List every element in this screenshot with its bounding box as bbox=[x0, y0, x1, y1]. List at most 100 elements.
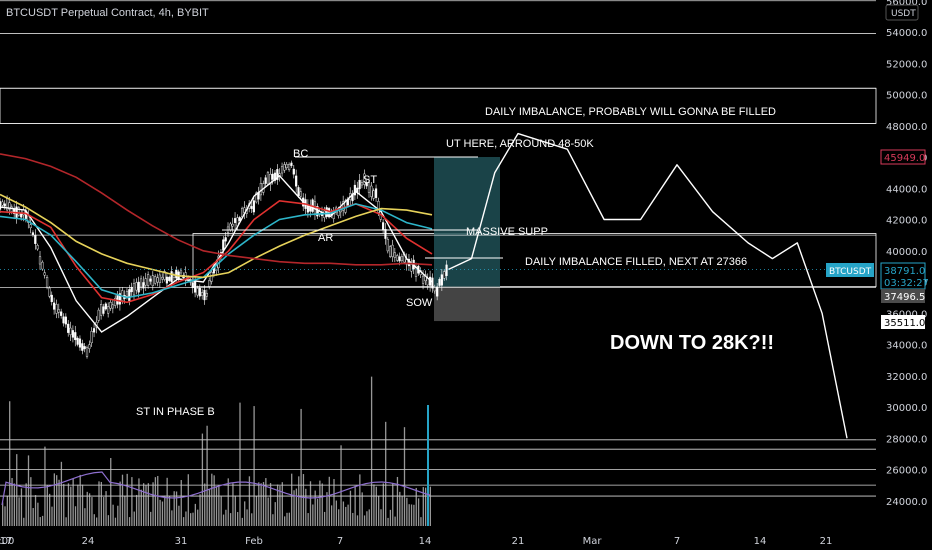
volume-bar bbox=[288, 512, 290, 526]
candle-body bbox=[431, 277, 434, 289]
candle-body bbox=[168, 276, 171, 281]
volume-bar bbox=[272, 514, 274, 526]
annotation-layer: BC ST AR SOW ST IN PHASE B UT HERE, ARRO… bbox=[136, 106, 776, 418]
price-tick-label: 34000.0 bbox=[886, 341, 927, 352]
sow-label: SOW bbox=[406, 297, 433, 309]
volume-bar bbox=[44, 446, 46, 526]
candle-body bbox=[231, 223, 234, 227]
candle-body bbox=[438, 279, 441, 286]
candle-body bbox=[405, 259, 408, 265]
candle-body bbox=[421, 275, 425, 284]
volume-bar bbox=[164, 495, 166, 526]
volume-bar bbox=[316, 498, 319, 526]
candle-body bbox=[222, 239, 225, 251]
candle-body bbox=[0, 201, 2, 210]
symbol-title: BTCUSDT Perpetual Contract, 4h, BYBIT bbox=[6, 7, 209, 19]
volume-bar bbox=[23, 517, 25, 526]
price-tick-label: 54000.0 bbox=[886, 28, 927, 39]
candle-body bbox=[396, 255, 399, 261]
candle-body bbox=[273, 172, 277, 181]
volume-bar bbox=[401, 495, 403, 526]
volume-bar bbox=[279, 485, 281, 526]
candle-body bbox=[205, 293, 208, 297]
volume-bar bbox=[199, 494, 201, 526]
candle-body bbox=[60, 311, 63, 316]
candle-body bbox=[363, 173, 366, 185]
volume-bar bbox=[157, 475, 159, 526]
volume-bar bbox=[335, 500, 337, 526]
time-axis[interactable]: 17 24 31 Feb 7 14 21 Mar 7 14 21 12:00 bbox=[0, 536, 832, 547]
volume-bar bbox=[13, 483, 16, 526]
volume-bar bbox=[260, 483, 262, 526]
moving-average-3 bbox=[0, 203, 433, 299]
volume-bar bbox=[312, 504, 314, 526]
volume-bar bbox=[91, 497, 93, 526]
candle-body bbox=[233, 218, 237, 223]
candle-body bbox=[280, 166, 284, 174]
candle-body bbox=[64, 316, 67, 325]
volume-bar bbox=[328, 476, 330, 526]
candle-body bbox=[377, 201, 380, 213]
currency-button[interactable] bbox=[885, 4, 919, 21]
candle-body bbox=[250, 206, 253, 209]
volume-bar bbox=[190, 513, 192, 526]
volume-bar bbox=[2, 502, 4, 526]
volume-bar bbox=[72, 478, 74, 526]
volume-bar bbox=[112, 504, 114, 526]
volume-bar bbox=[93, 514, 95, 526]
volume-bar bbox=[385, 421, 387, 526]
moving-average-4 bbox=[0, 193, 433, 279]
candle-body bbox=[36, 245, 39, 250]
projection-line bbox=[448, 132, 848, 439]
candle-body bbox=[158, 274, 161, 284]
volume-bar bbox=[246, 509, 248, 526]
candle-body bbox=[410, 264, 413, 272]
volume-bar bbox=[415, 487, 417, 526]
candle-body bbox=[224, 237, 227, 242]
volume-bar bbox=[349, 490, 352, 526]
volume-bar bbox=[86, 491, 88, 526]
volume-bar bbox=[201, 433, 204, 526]
volume-bar bbox=[131, 477, 133, 526]
zone-down-projection bbox=[434, 286, 500, 322]
time-tick-label: 7 bbox=[337, 536, 343, 547]
candle-body bbox=[78, 338, 82, 348]
zones-layer bbox=[0, 87, 877, 322]
candle-body bbox=[85, 347, 89, 357]
time-tick-label: 31 bbox=[175, 536, 188, 547]
candle-body bbox=[393, 252, 396, 258]
imbalance-filled-label: DAILY IMBALANCE FILLED, NEXT AT 27366 bbox=[525, 256, 747, 268]
volume-bar bbox=[232, 483, 234, 526]
volume-bar bbox=[429, 486, 431, 526]
volume-bar bbox=[41, 515, 44, 526]
volume-bar bbox=[326, 492, 328, 526]
candle-body bbox=[170, 271, 173, 283]
candle-body bbox=[114, 297, 117, 306]
volume-bar bbox=[187, 474, 189, 526]
volume-bar bbox=[208, 488, 211, 526]
volume-bar bbox=[77, 484, 79, 526]
candle-body bbox=[156, 277, 159, 283]
volume-bar bbox=[110, 457, 112, 526]
volume-bar bbox=[4, 506, 6, 526]
candle-body bbox=[391, 244, 394, 257]
volume-bar bbox=[121, 474, 124, 526]
candle-body bbox=[151, 275, 154, 287]
candle-body bbox=[147, 274, 150, 286]
volume-bar bbox=[105, 491, 107, 526]
volume-bar bbox=[342, 501, 345, 526]
volume-bar bbox=[291, 473, 293, 526]
time-tick-label: Feb bbox=[245, 536, 263, 547]
down-target-label: DOWN TO 28K?!! bbox=[610, 332, 774, 354]
candle-body bbox=[264, 177, 267, 184]
volume-bar bbox=[197, 509, 199, 526]
projection-path bbox=[0, 132, 876, 439]
candle-body bbox=[382, 222, 385, 230]
candle-body bbox=[102, 306, 105, 314]
price-tick-label: 48000.0 bbox=[886, 122, 927, 133]
volume-bar bbox=[234, 495, 236, 526]
candle-body bbox=[198, 287, 201, 297]
volume-bar bbox=[269, 483, 272, 526]
candle-body bbox=[386, 238, 389, 252]
